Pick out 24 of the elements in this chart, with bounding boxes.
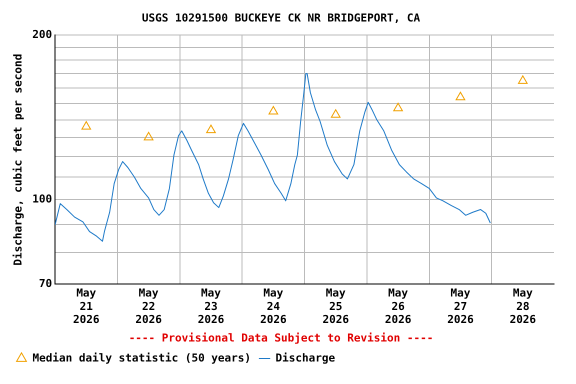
point: [393, 102, 403, 112]
point: [81, 121, 92, 130]
x-tick-label: May 25 2026: [322, 286, 350, 326]
point: [206, 124, 216, 134]
point: [518, 75, 528, 84]
x-tick-label: May 24 2026: [260, 286, 287, 326]
x-tick-label: May 28 2026: [510, 286, 536, 326]
point: [330, 109, 341, 118]
chart-title: USGS 10291500 BUCKEYE CK NR BRIDGEPORT, CA: [142, 11, 420, 24]
x-tick-label: May 27 2026: [447, 286, 474, 326]
point: [268, 106, 278, 114]
point: [456, 92, 466, 100]
legend-label: Median daily statistic (50 years): [32, 351, 252, 364]
legend-label: Discharge: [276, 351, 336, 364]
x-tick-label: May 26 2026: [384, 286, 412, 326]
x-tick-label: May 23 2026: [198, 286, 225, 326]
y-tick-label: 200: [32, 28, 52, 42]
x-tick-label: May 22 2026: [135, 286, 162, 326]
y-tick-label: 70: [38, 277, 52, 290]
x-tick-label: May 21 2026: [73, 286, 100, 326]
text: ---- Provisional Data Subject to Revision ----: [128, 331, 434, 344]
y-tick-label: 100: [32, 192, 52, 206]
point: [144, 132, 154, 140]
y-axis-title: Discharge, cubic feet per second: [11, 54, 24, 266]
